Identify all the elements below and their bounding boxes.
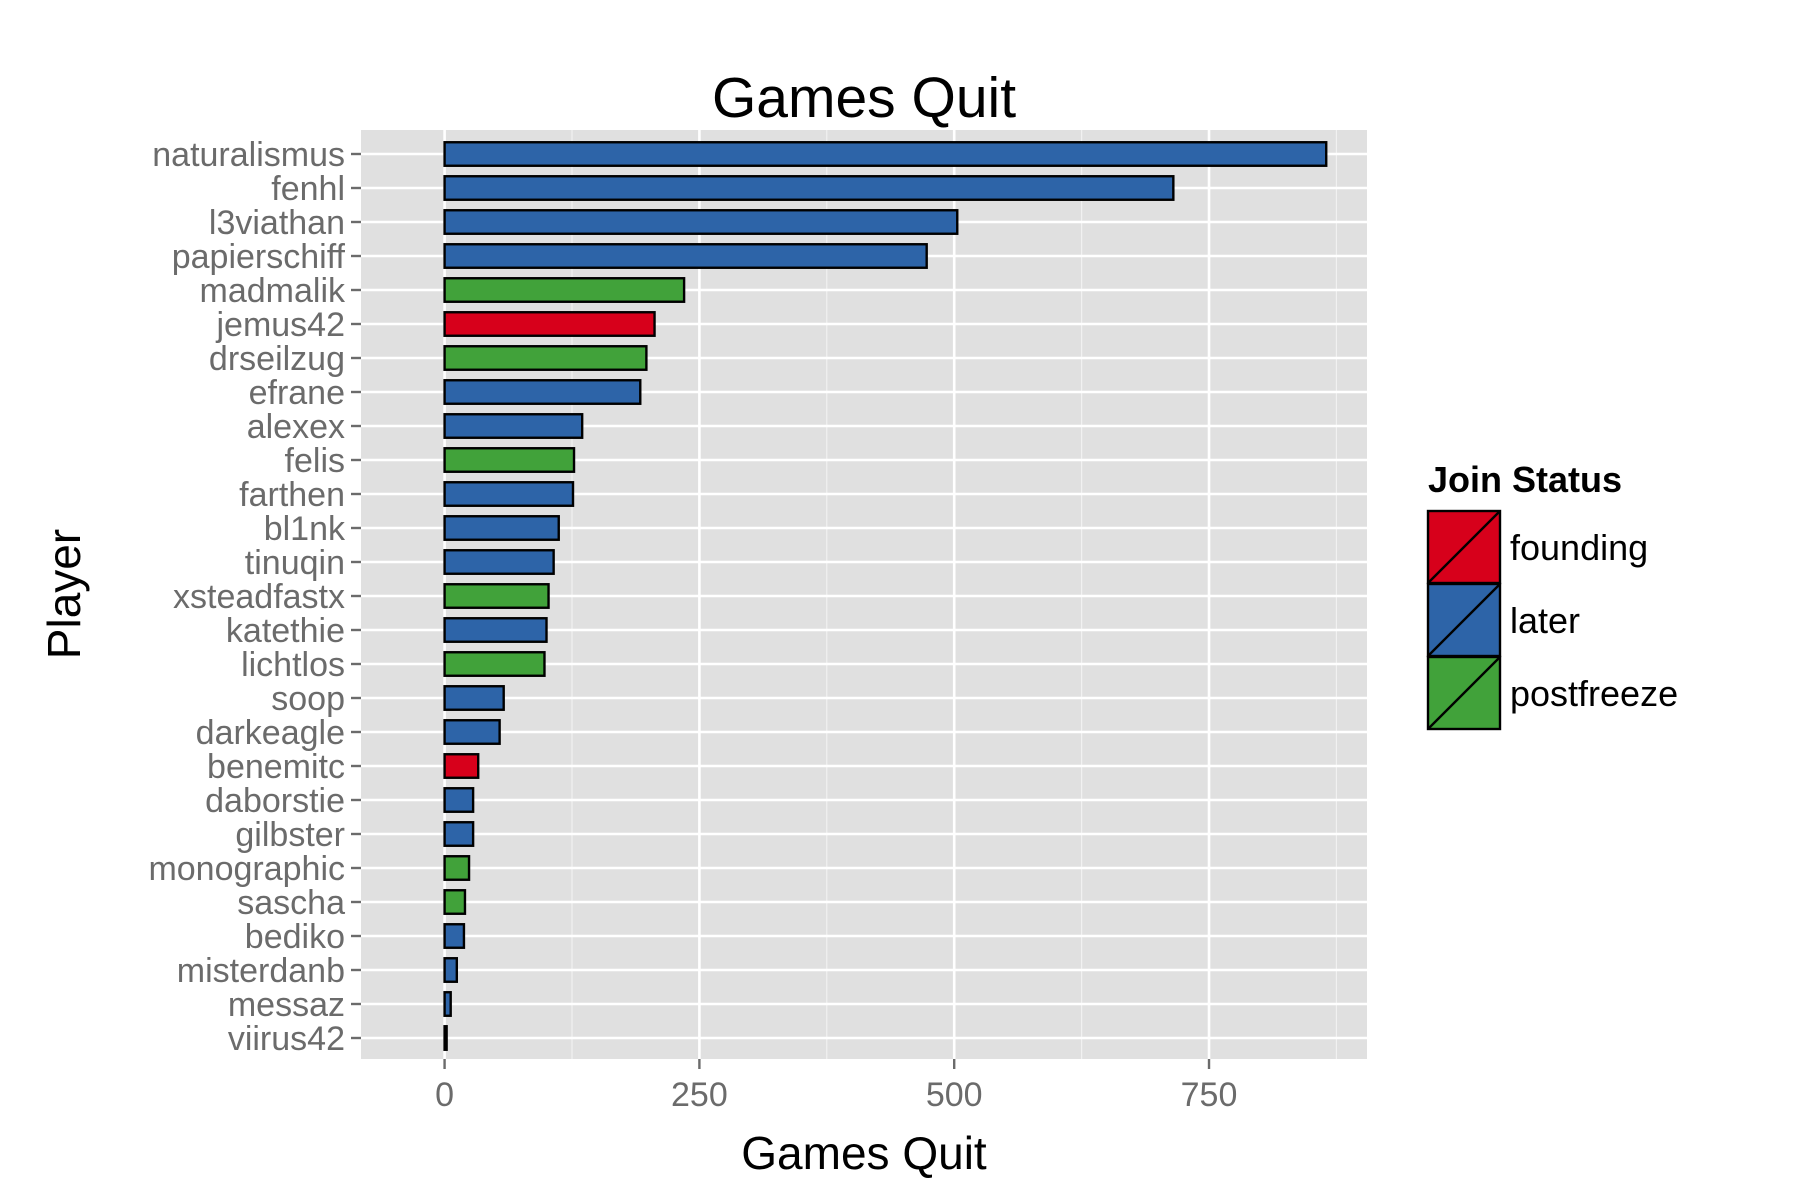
y-tick-label: bediko	[245, 918, 345, 956]
bar-daborstie	[443, 787, 475, 813]
x-tick-label: 750	[1181, 1076, 1238, 1114]
bar-gilbster	[443, 821, 475, 847]
legend: Join Status founding later postfreeze	[1426, 459, 1678, 731]
y-tick-label: soop	[271, 680, 345, 718]
bar-farthen	[443, 481, 575, 507]
bar-naturalismus	[443, 141, 1328, 167]
legend-entry-later: later	[1426, 582, 1580, 658]
y-tick-label: fenhl	[271, 170, 345, 208]
y-tick-label: felis	[285, 442, 345, 480]
y-tick-label: viirus42	[228, 1020, 345, 1058]
legend-key-slash	[1427, 583, 1501, 657]
y-tick-label: jemus42	[215, 306, 345, 344]
y-tick-label: katethie	[226, 612, 345, 650]
y-tick-label: naturalismus	[152, 136, 345, 174]
legend-entries: founding later postfreeze	[1426, 509, 1678, 731]
bars	[443, 141, 1328, 1051]
y-tick-label: tinuqin	[245, 544, 345, 582]
y-tick-label: madmalik	[200, 272, 346, 310]
y-tick-label: papierschiff	[172, 238, 346, 276]
bar-felis	[443, 447, 576, 473]
y-axis-title: Player	[38, 529, 90, 659]
bar-jemus42	[443, 311, 656, 337]
y-tick-label: l3viathan	[209, 204, 345, 242]
y-tick-label: darkeagle	[196, 714, 345, 752]
legend-entry-founding: founding	[1426, 509, 1648, 585]
y-tick-label: drseilzug	[209, 340, 345, 378]
x-tick-label: 250	[671, 1076, 728, 1114]
bar-xsteadfastx	[443, 583, 550, 609]
bar-bl1nk	[443, 515, 560, 541]
bar-bediko	[443, 923, 466, 949]
y-tick-label: lichtlos	[241, 646, 345, 684]
bar-messaz	[443, 991, 452, 1017]
y-tick-label: benemitc	[207, 748, 345, 786]
y-tick-label: alexex	[247, 408, 345, 446]
chart-title: Games Quit	[712, 66, 1016, 130]
legend-title: Join Status	[1428, 459, 1622, 500]
bar-darkeagle	[443, 719, 501, 745]
x-axis-ticks: 0 250 500 750	[435, 1059, 1237, 1114]
y-tick-label: sascha	[237, 884, 345, 922]
legend-label: postfreeze	[1510, 673, 1678, 714]
legend-key-slash	[1427, 656, 1501, 730]
bar-soop	[443, 685, 505, 711]
bar-katethie	[443, 617, 548, 643]
y-tick-label: misterdanb	[177, 952, 345, 990]
legend-key-slash	[1427, 510, 1501, 584]
legend-label: later	[1510, 600, 1580, 641]
bar-l3viathan	[443, 209, 959, 235]
bar-fenhl	[443, 175, 1175, 201]
legend-label: founding	[1510, 527, 1648, 568]
legend-entry-postfreeze: postfreeze	[1426, 655, 1678, 731]
bar-viirus42	[443, 1025, 448, 1051]
bar-lichtlos	[443, 651, 546, 677]
y-tick-label: bl1nk	[264, 510, 346, 548]
y-tick-label: messaz	[228, 986, 345, 1024]
y-axis-ticks: naturalismusfenhll3viathanpapierschiffma…	[148, 136, 361, 1058]
bar-madmalik	[443, 277, 686, 303]
bar-papierschiff	[443, 243, 928, 269]
bar-alexex	[443, 413, 584, 439]
bar-monographic	[443, 855, 471, 881]
y-tick-label: efrane	[249, 374, 345, 412]
bar-sascha	[443, 889, 467, 915]
y-tick-label: gilbster	[235, 816, 345, 854]
bar-drseilzug	[443, 345, 648, 371]
bar-misterdanb	[443, 957, 459, 983]
y-tick-label: farthen	[239, 476, 345, 514]
x-tick-label: 500	[926, 1076, 983, 1114]
bar-efrane	[443, 379, 642, 405]
y-tick-label: daborstie	[205, 782, 345, 820]
x-axis-title: Games Quit	[741, 1127, 987, 1179]
bar-benemitc	[443, 753, 480, 779]
bar-tinuqin	[443, 549, 555, 575]
x-tick-label: 0	[435, 1076, 454, 1114]
y-tick-label: monographic	[148, 850, 345, 888]
y-tick-label: xsteadfastx	[173, 578, 345, 616]
